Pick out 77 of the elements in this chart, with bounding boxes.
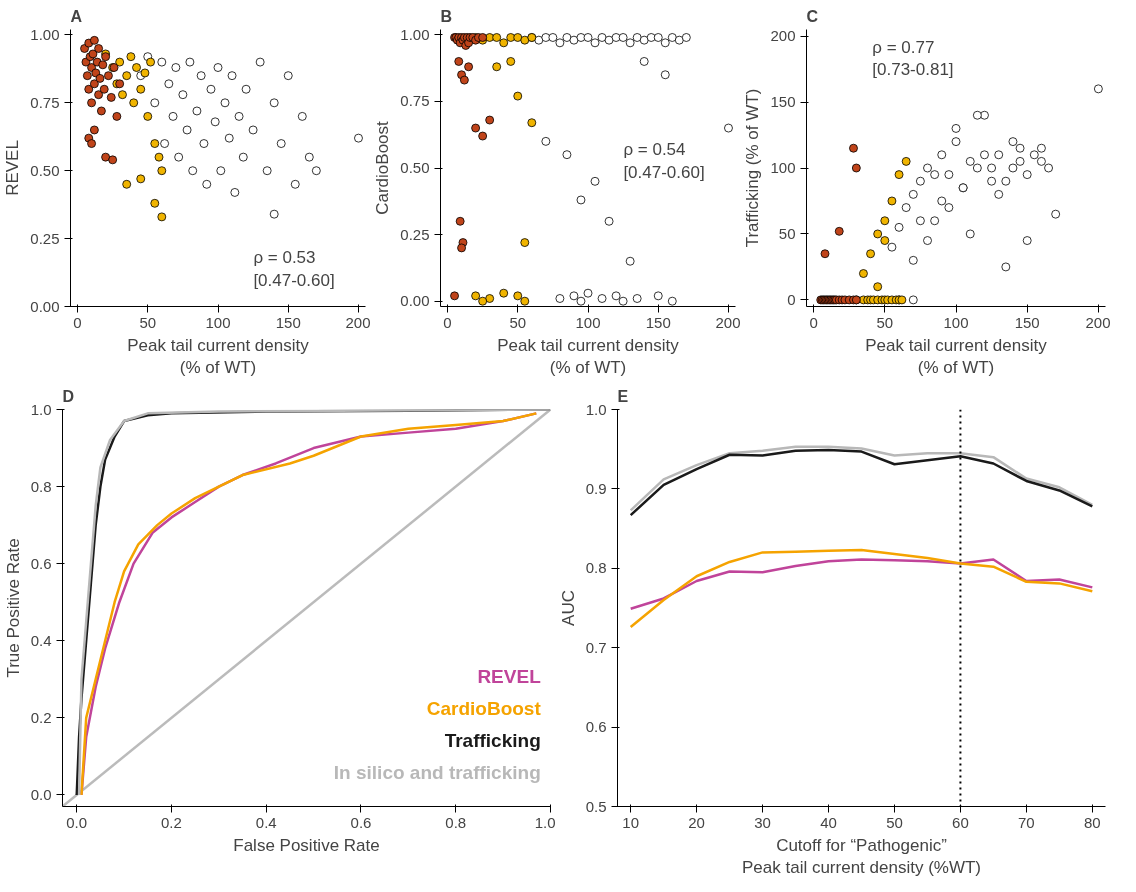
annotation: ρ = 0.77 [0.73-0.81]	[872, 37, 954, 80]
x-tick-label: 50	[509, 313, 527, 331]
x-axis-title: Peak tail current density (% of WT)	[865, 335, 1048, 378]
annotation: ρ = 0.53 [0.47-0.60]	[253, 248, 335, 290]
x-tick-label: 100	[943, 313, 969, 331]
y-tick-label: 0.2	[30, 708, 52, 726]
chart-title: A	[70, 7, 83, 25]
y-tick-label: 0.00	[30, 297, 60, 315]
x-tick-label: 150	[275, 313, 301, 331]
x-tick-label: 0.2	[161, 813, 182, 831]
text: In silico and trafficking	[333, 761, 541, 783]
chart-title: D	[62, 387, 75, 405]
text: CardioBoost	[426, 698, 542, 720]
x-tick-label: 0.8	[445, 813, 467, 831]
x-tick-label: 0.6	[350, 813, 372, 831]
y-tick-label: 0.9	[585, 479, 607, 497]
y-tick-label: 0.4	[30, 631, 52, 649]
y-axis-title: CardioBoost	[373, 120, 393, 215]
x-tick-label: 1.0	[534, 813, 556, 831]
y-axis-title: REVEL	[3, 140, 23, 196]
y-tick-label: 0.6	[30, 554, 52, 572]
y-tick-label: 0.8	[585, 559, 607, 577]
x-tick-label: 50	[886, 813, 903, 831]
x-tick-label: 0	[443, 313, 452, 331]
y-tick-label: 0.5	[585, 797, 607, 815]
y-tick-label: 150	[770, 93, 796, 111]
x-axis-title: Peak tail current density (% of WT)	[127, 335, 310, 378]
x-tick-label: 50	[876, 313, 894, 331]
y-tick-label: 0.00	[400, 292, 430, 310]
x-tick-label: 40	[820, 813, 837, 831]
x-tick-label: 50	[139, 313, 157, 331]
x-tick-label: 0.4	[255, 813, 277, 831]
text: REVEL	[477, 666, 542, 688]
x-axis-title: False Positive Rate	[233, 835, 380, 855]
text: Trafficking	[444, 729, 541, 751]
x-tick-label: 150	[1014, 313, 1040, 331]
y-tick-label: 1.00	[400, 25, 430, 43]
y-tick-label: 1.0	[585, 400, 607, 418]
x-tick-label: 30	[754, 813, 771, 831]
x-tick-label: 0.0	[66, 813, 88, 831]
x-tick-label: 10	[622, 813, 640, 831]
x-tick-label: 80	[1083, 813, 1101, 831]
annotation: ρ = 0.54 [0.47-0.60]	[623, 140, 705, 182]
x-tick-label: 200	[715, 313, 741, 331]
y-axis-title: True Positive Rate	[3, 538, 23, 678]
y-axis-title: AUC	[558, 590, 578, 626]
x-tick-label: 0	[809, 313, 818, 331]
x-tick-label: 70	[1018, 813, 1035, 831]
x-tick-label: 150	[645, 313, 671, 331]
y-tick-label: 0.25	[30, 229, 60, 247]
y-tick-label: 0	[787, 290, 796, 308]
x-tick-label: 200	[1085, 313, 1111, 331]
x-tick-label: 0	[73, 313, 82, 331]
x-axis-title: Peak tail current density (% of WT)	[497, 335, 680, 378]
y-tick-label: 0.50	[30, 161, 60, 179]
y-tick-label: 0.0	[30, 785, 52, 803]
y-tick-label: 0.50	[400, 159, 430, 176]
y-axis-title: Trafficking (% of WT)	[743, 88, 763, 248]
y-tick-label: 1.0	[30, 400, 52, 418]
x-tick-label: 60	[952, 813, 969, 831]
x-tick-label: 200	[345, 313, 371, 331]
y-tick-label: 0.8	[30, 477, 52, 495]
chart-title: B	[440, 7, 453, 25]
y-tick-label: 100	[770, 159, 796, 176]
chart-title: E	[617, 387, 629, 405]
y-tick-label: 50	[778, 224, 796, 242]
x-tick-label: 20	[688, 813, 705, 831]
y-tick-label: 1.00	[30, 25, 60, 43]
y-tick-label: 0.6	[585, 718, 607, 736]
x-tick-label: 100	[205, 313, 231, 331]
y-tick-label: 0.25	[400, 225, 430, 243]
x-axis-title: Cutoff for “Pathogenic” Peak tail current density (%WT)	[741, 835, 982, 878]
y-tick-label: 0.7	[585, 638, 607, 656]
y-tick-label: 200	[770, 27, 796, 45]
y-tick-label: 0.75	[30, 93, 60, 111]
chart-title: C	[806, 7, 819, 25]
y-tick-label: 0.75	[400, 92, 430, 110]
